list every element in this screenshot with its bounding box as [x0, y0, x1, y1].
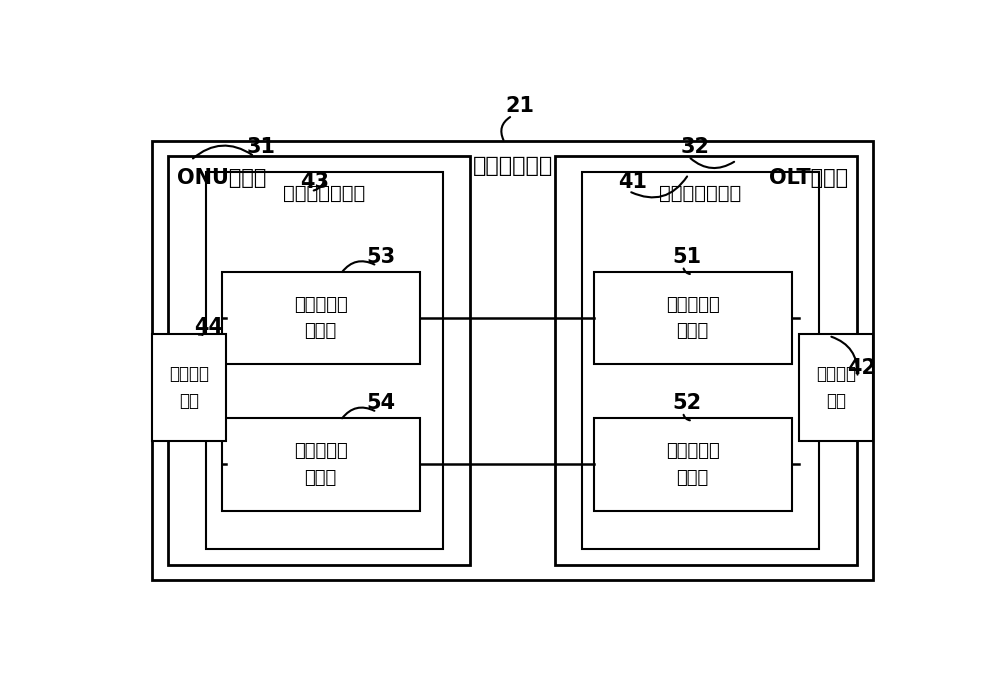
Text: 53: 53 [366, 246, 395, 266]
Bar [152, 141, 873, 580]
Text: 光电光中继器: 光电光中继器 [472, 155, 553, 176]
Text: 第一光双
讯器: 第一光双 讯器 [816, 365, 856, 409]
Text: 第一光电转
换单元: 第一光电转 换单元 [666, 296, 720, 340]
Text: 52: 52 [672, 393, 701, 413]
Text: 21: 21 [506, 96, 535, 117]
Text: 54: 54 [366, 393, 395, 413]
Text: 42: 42 [847, 358, 876, 378]
Bar [222, 272, 420, 364]
Bar [206, 172, 443, 549]
Text: 41: 41 [618, 172, 647, 192]
Text: OLT收发器: OLT收发器 [769, 168, 848, 188]
Text: 43: 43 [300, 172, 329, 192]
Bar [594, 272, 792, 364]
Bar [582, 172, 819, 549]
Text: 第二信号转换器: 第二信号转换器 [283, 184, 366, 203]
Bar [168, 156, 470, 564]
Bar [222, 418, 420, 511]
Bar [555, 156, 857, 564]
Text: 32: 32 [680, 137, 709, 157]
Text: 第一电光转
换单元: 第一电光转 换单元 [666, 442, 720, 486]
Text: 第一信号转换器: 第一信号转换器 [659, 184, 742, 203]
Text: ONU收发器: ONU收发器 [177, 168, 266, 188]
Text: 31: 31 [246, 137, 275, 157]
Text: 44: 44 [194, 317, 223, 337]
Text: 第二电光转
换单元: 第二电光转 换单元 [294, 296, 348, 340]
Bar [799, 334, 873, 441]
Text: 第二光电转
换单元: 第二光电转 换单元 [294, 442, 348, 486]
Bar [594, 418, 792, 511]
Bar [152, 334, 226, 441]
Text: 51: 51 [672, 246, 701, 266]
Text: 第二光双
讯器: 第二光双 讯器 [169, 365, 209, 409]
